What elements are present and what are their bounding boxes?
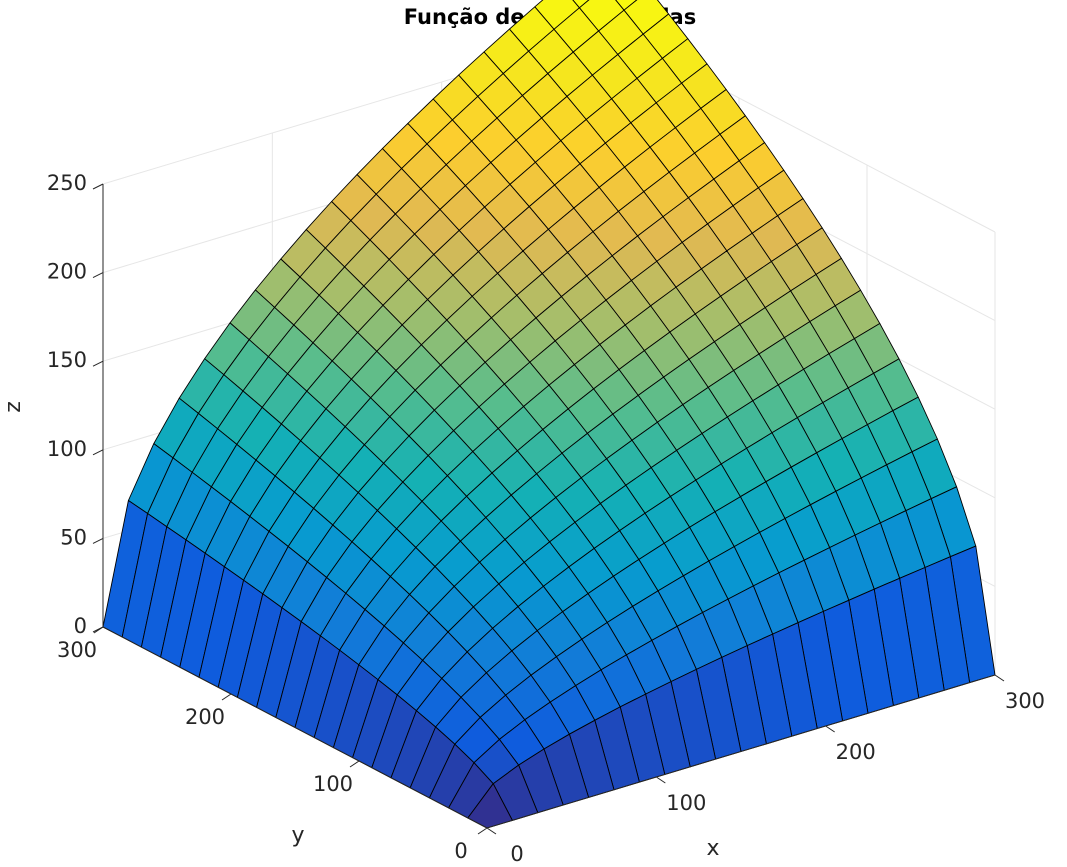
x-tick-label: 300 bbox=[1005, 689, 1045, 713]
z-tick-label: 200 bbox=[47, 260, 87, 284]
y-tick-label: 0 bbox=[454, 839, 467, 863]
z-tick bbox=[92, 537, 104, 544]
z-tick-label: 0 bbox=[74, 614, 87, 638]
x-tick-label: 100 bbox=[666, 791, 706, 815]
y-tick-label: 100 bbox=[313, 772, 353, 796]
x-tick bbox=[994, 674, 1005, 682]
z-tick bbox=[92, 272, 104, 279]
y-tick bbox=[477, 827, 488, 835]
y-tick-label: 300 bbox=[57, 638, 97, 662]
y-tick bbox=[221, 693, 232, 701]
x-tick-label: 0 bbox=[510, 842, 523, 866]
x-tick bbox=[486, 827, 497, 835]
y-tick bbox=[349, 760, 360, 768]
surface-patch bbox=[572, 0, 590, 9]
x-tick bbox=[825, 725, 835, 733]
x-tick bbox=[656, 776, 666, 784]
z-tick-label: 100 bbox=[47, 437, 87, 461]
x-tick-label: 200 bbox=[836, 740, 876, 764]
surface-plot bbox=[102, 0, 996, 829]
z-tick bbox=[92, 183, 104, 190]
surface-patch bbox=[615, 0, 638, 11]
y-axis-line bbox=[102, 626, 488, 829]
z-tick bbox=[92, 360, 104, 367]
x-axis-label: x bbox=[706, 836, 719, 861]
z-axis-label: z bbox=[1, 401, 26, 413]
y-tick-label: 200 bbox=[185, 705, 225, 729]
y-axis-label: y bbox=[291, 823, 304, 848]
z-tick bbox=[92, 449, 104, 456]
y-tick bbox=[93, 626, 104, 634]
z-tick-label: 50 bbox=[60, 525, 87, 549]
x-axis-line bbox=[486, 674, 996, 829]
z-tick-label: 250 bbox=[47, 171, 87, 195]
z-tick-label: 150 bbox=[47, 348, 87, 372]
